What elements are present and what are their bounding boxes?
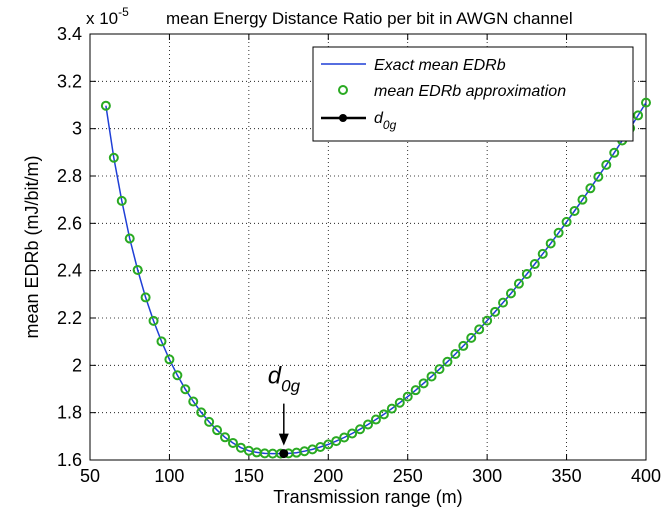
approx-marker bbox=[545, 238, 556, 249]
legend: Exact mean EDRb mean EDRb approximation … bbox=[312, 46, 634, 142]
approx-marker bbox=[108, 152, 119, 163]
y-tick-label: 3.4 bbox=[57, 24, 82, 44]
approx-marker bbox=[402, 391, 413, 402]
approx-marker bbox=[148, 315, 159, 326]
legend-marker-d0g bbox=[339, 114, 347, 122]
approx-marker bbox=[577, 194, 588, 205]
approx-marker bbox=[458, 340, 469, 351]
approx-marker bbox=[378, 409, 389, 420]
legend-label-d0g: d0g bbox=[374, 110, 397, 132]
y-tick-label: 1.8 bbox=[57, 403, 82, 423]
y-tick-label: 2.8 bbox=[57, 166, 82, 186]
y-tick-label: 2.2 bbox=[57, 308, 82, 328]
x-tick-label: 250 bbox=[393, 466, 423, 486]
exponent-label: x 10-5 bbox=[86, 5, 129, 28]
approx-marker bbox=[505, 288, 516, 299]
annotation-label: d0g bbox=[268, 363, 301, 396]
y-tick-label: 2 bbox=[72, 355, 82, 375]
approx-marker bbox=[331, 436, 342, 447]
legend-box bbox=[312, 46, 634, 142]
approx-marker bbox=[323, 439, 334, 450]
approx-marker bbox=[633, 110, 644, 121]
approx-marker bbox=[347, 428, 358, 439]
approx-marker bbox=[180, 384, 191, 395]
approx-marker bbox=[641, 97, 651, 108]
approx-marker bbox=[164, 354, 175, 365]
approx-marker bbox=[116, 195, 127, 206]
y-axis-label: mean EDRb (mJ/bit/m) bbox=[22, 155, 42, 338]
approx-marker bbox=[490, 306, 501, 317]
approx-marker bbox=[426, 371, 437, 382]
approx-marker bbox=[100, 100, 111, 111]
legend-label-approx: mean EDRb approximation bbox=[374, 83, 566, 100]
x-tick-label: 350 bbox=[552, 466, 582, 486]
approx-marker bbox=[212, 425, 223, 436]
annotation-arrow-head bbox=[278, 433, 289, 446]
y-tick-label: 1.6 bbox=[57, 450, 82, 470]
approx-marker bbox=[609, 147, 620, 158]
approx-marker bbox=[394, 397, 405, 408]
approx-marker bbox=[204, 416, 215, 427]
approx-marker bbox=[355, 424, 366, 435]
chart-title: mean Energy Distance Ratio per bit in AW… bbox=[166, 9, 573, 28]
approx-marker bbox=[410, 385, 421, 396]
approx-marker bbox=[227, 437, 238, 448]
plot-frame bbox=[89, 33, 647, 461]
approx-marker bbox=[537, 248, 548, 259]
approx-marker bbox=[482, 315, 493, 326]
approx-marker bbox=[601, 159, 612, 170]
approx-marker bbox=[474, 324, 485, 335]
approx-marker bbox=[196, 407, 207, 418]
optimum-annotation: d0g bbox=[268, 363, 301, 446]
x-tick-label: 400 bbox=[631, 466, 661, 486]
approx-marker bbox=[339, 432, 350, 443]
approx-marker bbox=[513, 278, 524, 289]
approx-marker bbox=[561, 216, 572, 227]
y-tick-labels: 1.6 1.8 2 2.2 2.4 2.6 2.8 3 3.2 3.4 bbox=[57, 24, 82, 470]
x-tick-label: 300 bbox=[472, 466, 502, 486]
approx-marker bbox=[442, 356, 453, 367]
approx-marker bbox=[156, 336, 167, 347]
approx-marker bbox=[466, 332, 477, 343]
approx-marker bbox=[585, 183, 596, 194]
approx-marker bbox=[235, 442, 246, 453]
approx-marker bbox=[418, 378, 429, 389]
approx-marker bbox=[529, 259, 540, 270]
approx-marker bbox=[386, 403, 397, 414]
x-axis-label: Transmission range (m) bbox=[273, 487, 462, 507]
x-tick-label: 200 bbox=[313, 466, 343, 486]
approx-marker bbox=[521, 268, 532, 279]
approx-marker bbox=[188, 396, 199, 407]
y-tick-label: 3 bbox=[72, 119, 82, 139]
x-tick-labels: 50 100 150 200 250 300 350 400 bbox=[80, 466, 661, 486]
optimum-point bbox=[279, 449, 289, 459]
legend-marker-approx bbox=[338, 85, 348, 95]
approx-marker bbox=[593, 171, 604, 182]
y-tick-label: 3.2 bbox=[57, 71, 82, 91]
approx-marker bbox=[553, 227, 564, 238]
x-tick-label: 50 bbox=[80, 466, 100, 486]
x-tick-label: 150 bbox=[234, 466, 264, 486]
approx-marker bbox=[132, 264, 143, 275]
x-tick-label: 100 bbox=[154, 466, 184, 486]
y-tick-label: 2.4 bbox=[57, 261, 82, 281]
approx-marker bbox=[220, 432, 231, 443]
legend-label-exact: Exact mean EDRb bbox=[374, 57, 506, 74]
series-layer bbox=[100, 97, 651, 459]
approx-marker bbox=[140, 292, 151, 303]
approx-marker bbox=[569, 206, 580, 217]
approx-marker bbox=[498, 297, 509, 308]
grid-lines bbox=[90, 34, 646, 460]
approx-marker bbox=[172, 370, 183, 381]
approx-marker bbox=[434, 364, 445, 375]
approx-marker bbox=[370, 414, 381, 425]
approx-marker bbox=[363, 419, 373, 430]
approx-marker bbox=[450, 348, 461, 359]
y-tick-label: 2.6 bbox=[57, 213, 82, 233]
approx-marker bbox=[124, 233, 135, 244]
